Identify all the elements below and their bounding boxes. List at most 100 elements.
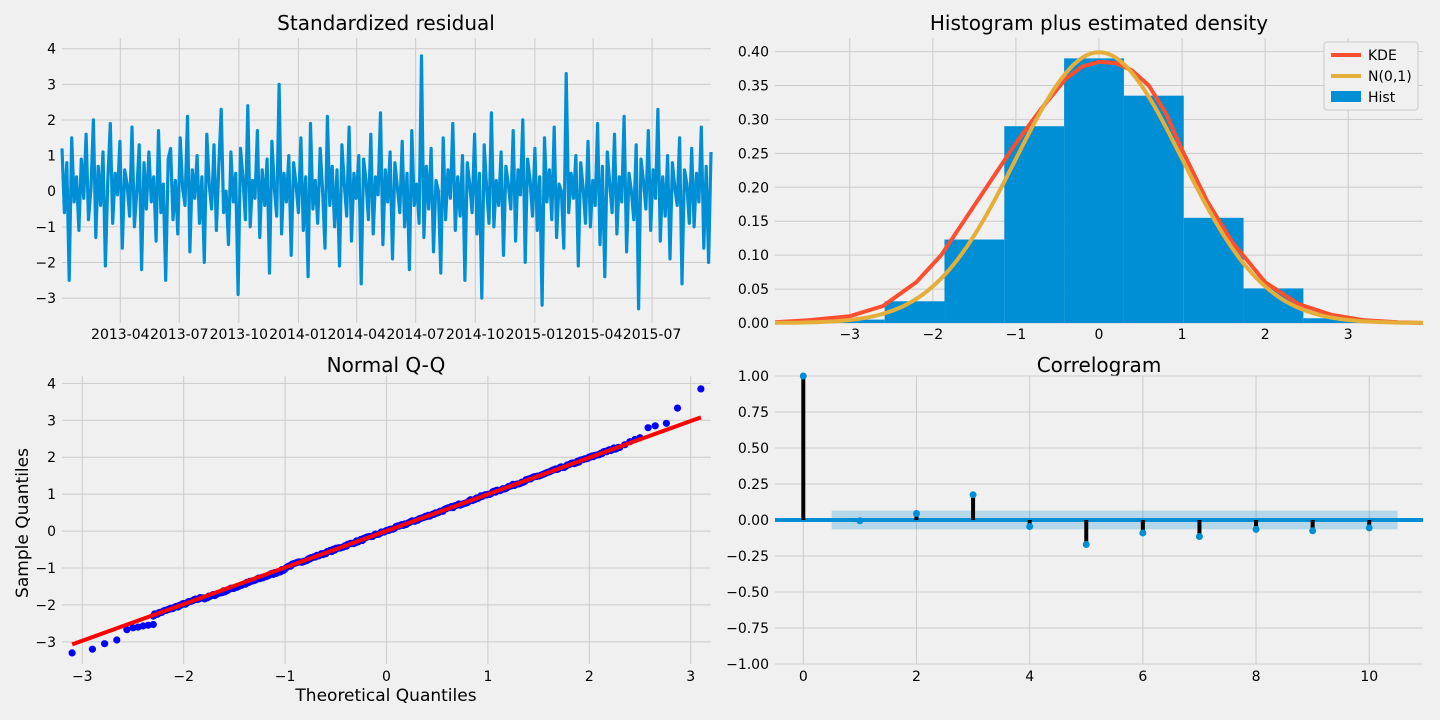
hist-xtick: −1 — [1006, 327, 1027, 343]
acf-ytick: 1.00 — [738, 369, 769, 385]
qq-ytick: 0 — [47, 524, 56, 540]
resid-ytick: 0 — [47, 184, 56, 200]
hist-xtick: 0 — [1095, 327, 1104, 343]
hist-bar — [1303, 318, 1364, 323]
qq-point — [651, 422, 659, 430]
resid-title: Standardized residual — [277, 11, 495, 35]
hist-ytick: 0.35 — [738, 79, 769, 95]
acf-ytick: 0.75 — [738, 405, 769, 421]
panel-correlogram: Correlogram −1.00 −0.75 −0.50 −0.25 0.00 0.25… — [726, 353, 1423, 685]
acf-tick-labels: −1.00 −0.75 −0.50 −0.25 0.00 0.25 0.50 0.75 1.00… — [726, 369, 1378, 685]
acf-marker — [856, 517, 864, 525]
acf-marker — [1365, 524, 1373, 532]
acf-marker — [1195, 533, 1203, 541]
acf-ytick: 0.50 — [738, 441, 769, 457]
resid-series — [60, 54, 713, 311]
hist-ytick: 0.00 — [738, 316, 769, 332]
qq-ytick: −3 — [35, 635, 56, 651]
legend-kde-label: KDE — [1368, 48, 1397, 64]
qq-ytick: 4 — [47, 376, 56, 392]
qq-xtick: 0 — [382, 669, 391, 685]
acf-xtick: 10 — [1360, 669, 1378, 685]
resid-xtick: 2013-04 — [91, 327, 150, 343]
acf-gridlines — [775, 375, 1423, 665]
hist-xtick: 2 — [1261, 327, 1270, 343]
acf-ytick: −0.25 — [726, 549, 769, 565]
hist-ytick: 0.20 — [738, 180, 769, 196]
resid-xtick: 2014-04 — [327, 327, 386, 343]
hist-title: Histogram plus estimated density — [930, 11, 1268, 35]
qq-ytick: −1 — [35, 561, 56, 577]
qq-ytick: 3 — [47, 413, 56, 429]
qq-xtick: −2 — [173, 669, 194, 685]
normal-pdf-line — [774, 50, 1424, 325]
acf-ytick: 0.25 — [738, 477, 769, 493]
qq-point — [673, 404, 682, 412]
resid-ytick: −1 — [35, 220, 56, 236]
hist-ytick: 0.10 — [738, 248, 769, 264]
qq-xtick: 2 — [585, 669, 594, 685]
qq-ylabel: Sample Quantiles — [13, 448, 33, 598]
qq-point — [662, 419, 671, 427]
acf-xtick: 4 — [1025, 669, 1034, 685]
hist-bar — [1004, 126, 1065, 323]
acf-xtick: 2 — [912, 669, 921, 685]
qq-ytick: 2 — [47, 450, 56, 466]
qq-xtick: −3 — [72, 669, 93, 685]
qq-title: Normal Q-Q — [327, 353, 446, 377]
legend-hist-swatch — [1331, 91, 1361, 102]
qq-ytick: 1 — [47, 487, 56, 503]
qq-point — [123, 626, 131, 634]
qq-ytick: −2 — [35, 598, 56, 614]
hist-xtick: 1 — [1178, 327, 1187, 343]
resid-xtick: 2015-01 — [506, 327, 565, 343]
resid-ytick: −3 — [35, 291, 56, 307]
hist-bar — [944, 239, 1005, 323]
qq-tick-labels: −3 −2 −1 0 1 2 3 4 −3 −2 −1 0 1 2 3 — [35, 376, 695, 685]
acf-marker — [1026, 522, 1034, 530]
hist-legend: KDE N(0,1) Hist — [1323, 41, 1419, 111]
resid-ytick: 4 — [47, 42, 56, 58]
resid-ytick: 1 — [47, 149, 56, 165]
hist-marks — [774, 50, 1424, 325]
resid-line — [60, 54, 713, 311]
resid-xtick: 2013-10 — [210, 327, 269, 343]
hist-ytick: 0.40 — [738, 45, 769, 61]
panel-histogram-density: Histogram plus estimated density 0.00 0.0… — [738, 11, 1424, 343]
hist-ytick: 0.15 — [738, 214, 769, 230]
qq-point — [101, 640, 109, 648]
panel-standardized-residual: Standardized residual −3 −2 −1 0 1 2 3 4 2013-04… — [35, 11, 713, 343]
resid-xtick: 2013-07 — [150, 327, 209, 343]
resid-xtick: 2015-04 — [564, 327, 623, 343]
qq-xlabel: Theoretical Quantiles — [294, 686, 476, 706]
acf-marker — [1252, 525, 1260, 533]
qq-fit-line — [71, 415, 702, 647]
acf-marker — [969, 491, 977, 499]
acf-marker — [912, 510, 920, 518]
legend-hist-label: Hist — [1368, 90, 1396, 106]
acf-marks — [775, 372, 1423, 548]
qq-point — [88, 645, 96, 653]
panel-normal-qq: Normal Q-Q −3 −2 −1 0 1 2 3 4 −3 −2 −1 0 1 2 3 Theoret… — [13, 353, 711, 706]
kde-line — [774, 59, 1424, 325]
acf-ytick: −0.75 — [726, 621, 769, 637]
acf-marker — [1309, 527, 1317, 535]
hist-ytick: 0.25 — [738, 146, 769, 162]
qq-point — [113, 636, 121, 644]
acf-xtick: 0 — [799, 669, 808, 685]
hist-xtick: −2 — [923, 327, 944, 343]
qq-point — [697, 385, 705, 393]
acf-xtick: 6 — [1138, 669, 1147, 685]
resid-ytick: 2 — [47, 113, 56, 129]
acf-marker — [1139, 529, 1147, 537]
qq-xtick: −1 — [275, 669, 296, 685]
hist-tick-labels: 0.00 0.05 0.10 0.15 0.20 0.25 0.30 0.35 0.40 −3 −2… — [738, 45, 1353, 343]
legend-normal-label: N(0,1) — [1368, 69, 1412, 85]
qq-point — [68, 649, 76, 657]
resid-xtick: 2014-07 — [386, 327, 445, 343]
hist-ytick: 0.05 — [738, 282, 769, 298]
hist-ytick: 0.30 — [738, 112, 769, 128]
acf-ytick: 0.00 — [738, 513, 769, 529]
